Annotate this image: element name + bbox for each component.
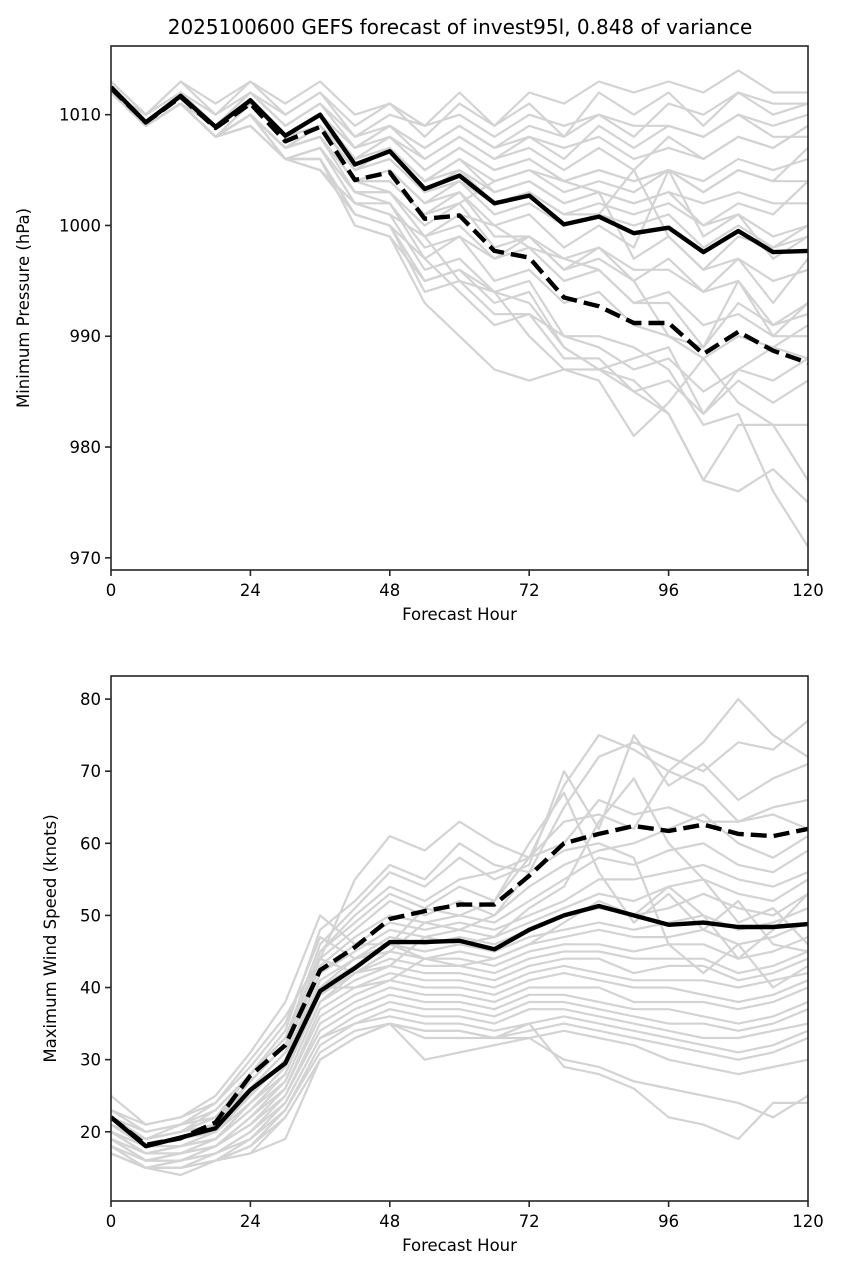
pressure-member-line-17 [111, 91, 808, 349]
wind-member-line-22 [111, 1015, 808, 1169]
pressure-member-line-3 [111, 91, 808, 138]
pressure-y-tick-label: 1010 [59, 106, 101, 125]
pressure-dashed-line [111, 86, 808, 365]
wind-y-tick-label: 80 [80, 690, 101, 709]
wind-y-tick-label: 50 [80, 906, 101, 925]
wind-member-line-16 [111, 964, 808, 1162]
pressure-member-line-28 [111, 91, 808, 227]
wind-y-axis-label: Maximum Wind Speed (knots) [41, 814, 60, 1062]
wind-x-tick-label: 48 [379, 1212, 400, 1231]
wind-member-line-2 [111, 719, 808, 1133]
wind-member-line-4 [111, 770, 808, 1141]
wind-member-line-19 [111, 993, 808, 1169]
pressure-y-tick-label: 980 [70, 438, 102, 457]
pressure-member-line-29 [111, 91, 808, 194]
pressure-x-tick-label: 0 [106, 581, 117, 600]
wind-x-tick-label: 96 [658, 1212, 679, 1231]
wind-member-line-9 [111, 878, 808, 1148]
pressure-member-line-25 [111, 91, 808, 349]
pressure-x-tick-label: 72 [519, 581, 540, 600]
pressure-panel: 0 24 48 72 96 120 970 980 990 1000 1010 Forecast … [14, 45, 824, 624]
pressure-member-line-4 [111, 91, 808, 149]
pressure-x-ticks: 0 24 48 72 96 120 [106, 570, 824, 600]
wind-member-line-21 [111, 1008, 808, 1169]
wind-x-tick-label: 24 [240, 1212, 261, 1231]
pressure-x-axis-label: Forecast Hour [402, 605, 517, 624]
pressure-y-tick-label: 970 [70, 549, 102, 568]
pressure-member-line-21 [111, 91, 808, 482]
pressure-x-tick-label: 24 [240, 581, 261, 600]
wind-y-ticks: 20 30 40 50 60 70 80 [80, 690, 111, 1142]
wind-x-ticks: 0 24 48 72 96 120 [106, 1201, 824, 1231]
wind-member-line-12 [111, 921, 808, 1155]
wind-y-tick-label: 30 [80, 1051, 101, 1070]
wind-x-tick-label: 120 [792, 1212, 824, 1231]
pressure-x-tick-label: 48 [379, 581, 400, 600]
wind-solid-line [111, 903, 808, 1149]
wind-member-line-24 [111, 1022, 808, 1177]
pressure-ensemble-members [111, 69, 808, 548]
wind-member-line-1 [111, 697, 808, 1126]
pressure-y-tick-label: 990 [70, 327, 102, 346]
pressure-x-tick-label: 96 [658, 581, 679, 600]
wind-panel: 0 24 48 72 96 120 20 30 40 50 60 70 80 Forecast Hou… [41, 675, 824, 1255]
wind-member-line-5 [111, 798, 808, 1141]
wind-member-line-3 [111, 733, 808, 1141]
pressure-member-line-1 [111, 69, 808, 127]
wind-y-tick-label: 20 [80, 1123, 101, 1142]
pressure-y-ticks: 970 980 990 1000 1010 [59, 106, 111, 568]
pressure-member-line-24 [111, 91, 808, 438]
figure-title: 2025100600 GEFS forecast of invest95l, 0… [168, 15, 753, 39]
wind-member-line-30 [111, 885, 808, 1141]
wind-x-axis-label: Forecast Hour [402, 1236, 517, 1255]
pressure-member-line-22 [111, 91, 808, 504]
pressure-x-tick-label: 120 [792, 581, 824, 600]
wind-axes-frame [110, 675, 809, 1202]
wind-ensemble-members [111, 697, 808, 1177]
wind-member-line-29 [111, 777, 808, 1141]
wind-y-tick-label: 70 [80, 762, 101, 781]
pressure-y-axis-label: Minimum Pressure (hPa) [14, 208, 33, 408]
pressure-member-line-2 [111, 80, 808, 138]
wind-x-tick-label: 72 [519, 1212, 540, 1231]
pressure-axes-frame [110, 45, 809, 571]
wind-dashed-line [111, 822, 808, 1148]
wind-member-line-28 [111, 842, 808, 1133]
wind-member-line-27 [111, 791, 808, 1126]
pressure-series [111, 85, 808, 365]
wind-member-line-20 [111, 1000, 808, 1169]
wind-series [111, 822, 808, 1149]
wind-member-line-18 [111, 986, 808, 1162]
wind-y-tick-label: 40 [80, 979, 101, 998]
wind-x-tick-label: 0 [106, 1212, 117, 1231]
wind-y-tick-label: 60 [80, 834, 101, 853]
wind-member-line-10 [111, 892, 808, 1155]
wind-member-line-26 [111, 1022, 808, 1169]
pressure-y-tick-label: 1000 [59, 216, 101, 235]
